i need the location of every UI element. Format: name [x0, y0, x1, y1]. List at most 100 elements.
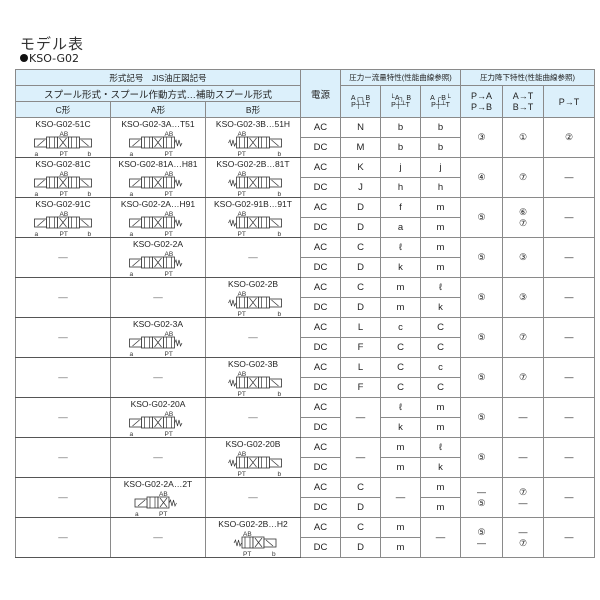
- b-type-cell: KSO-G02-20B AB PT b: [205, 437, 301, 478]
- pressure-drop-ab-t: —: [502, 437, 544, 478]
- svg-text:AB: AB: [238, 171, 247, 178]
- table-row: KSO-G02-51C AB PT a b KSO-G02-3A…T51 AB PT a KSO-…: [15, 117, 595, 158]
- svg-text:AB: AB: [238, 211, 247, 218]
- valve-symbol-icon: AB PT a: [134, 491, 177, 517]
- pressure-drop-ab-t: ⑦ —: [502, 477, 544, 518]
- svg-text:PT: PT: [243, 551, 251, 557]
- flow-char-1: —: [340, 397, 381, 438]
- flow-char-3-ac: c: [420, 357, 461, 378]
- flow-char-2-dc: m: [380, 297, 421, 318]
- svg-text:PT: PT: [60, 191, 68, 197]
- model-code: KSO-G02-51C: [35, 118, 91, 129]
- pressure-drop-ab-t: —: [502, 397, 544, 438]
- flow-char-3-dc: m: [420, 417, 461, 438]
- a-type-cell: KSO-G02-2A AB PT a: [110, 237, 206, 278]
- svg-text:a: a: [130, 231, 134, 237]
- pressure-drop-ab-t: ⑦: [502, 157, 544, 198]
- header-c-type: C形: [15, 101, 111, 118]
- value: —: [564, 372, 574, 382]
- c-type-cell: —: [15, 517, 111, 558]
- flow-char-1-ac: L: [340, 357, 381, 378]
- svg-text:PT: PT: [159, 511, 167, 517]
- flow-char-2-ac: b: [380, 117, 421, 138]
- pressure-drop-p-ab: — ⑤: [460, 477, 503, 518]
- a-type-cell: KSO-G02-20A AB PT a: [110, 397, 206, 438]
- svg-text:AB: AB: [238, 131, 247, 138]
- pressure-drop-ab-t: ③: [502, 237, 544, 278]
- flow-symbol-3: A ┌B└ P┼┴T: [420, 85, 461, 118]
- value: —: [564, 252, 574, 262]
- pressure-drop-p-ab: ⑤: [460, 317, 503, 358]
- power-ac: AC: [300, 437, 341, 458]
- flow-char-1: —: [340, 437, 381, 478]
- value: ⑤: [477, 332, 486, 342]
- value: —: [518, 412, 528, 422]
- value: —: [564, 532, 574, 542]
- flow-char-2-dc: m: [380, 537, 421, 558]
- b-type-cell: KSO-G02-2B AB PT b: [205, 277, 301, 318]
- svg-text:a: a: [130, 191, 134, 197]
- power-ac: AC: [300, 317, 341, 338]
- flow-char-2-ac: C: [380, 357, 421, 378]
- model-code: KSO-G02-3A: [132, 318, 184, 329]
- table-row: — KSO-G02-2A…2T AB PT a — AC C — m — ⑤ ⑦ — —: [15, 477, 595, 518]
- svg-text:PT: PT: [238, 471, 246, 477]
- b-type-cell: —: [205, 237, 301, 278]
- flow-char-2-ac: j: [380, 157, 421, 178]
- flow-char-1-ac: C: [340, 477, 381, 498]
- c-type-cell: —: [15, 237, 111, 278]
- flow-char-1-dc: F: [340, 337, 381, 358]
- flow-char-1-dc: D: [340, 257, 381, 278]
- svg-text:b: b: [278, 391, 282, 397]
- model-code: KSO-G02-2A: [132, 238, 184, 249]
- model-series: KSO-G02: [20, 52, 79, 65]
- flow-char-1-ac: C: [340, 517, 381, 538]
- value: ②: [564, 132, 574, 142]
- value: —: [518, 526, 528, 537]
- power-dc: DC: [300, 417, 341, 438]
- value: ①: [518, 132, 528, 142]
- model-code: KSO-G02-91C: [35, 198, 91, 209]
- flow-char-3-ac: m: [420, 477, 461, 498]
- header-flow-char: 圧力ー流量特性(性能曲線参照): [340, 69, 461, 86]
- c-type-cell: —: [15, 317, 111, 358]
- value: —: [477, 537, 486, 548]
- b-type-cell: —: [205, 317, 301, 358]
- power-dc: DC: [300, 537, 341, 558]
- flow-char-2-dc: C: [380, 377, 421, 398]
- power-dc: DC: [300, 497, 341, 518]
- svg-text:PT: PT: [165, 231, 173, 237]
- svg-text:a: a: [35, 191, 39, 197]
- flow-char-3-dc: C: [420, 377, 461, 398]
- value: ⑦: [518, 372, 528, 382]
- value: —: [518, 497, 528, 508]
- pressure-drop-ab-t: — ⑦: [502, 517, 544, 558]
- value: —: [477, 486, 486, 497]
- flow-char-3-dc: m: [420, 497, 461, 518]
- flow-char-2-ac: f: [380, 197, 421, 218]
- power-dc: DC: [300, 337, 341, 358]
- flow-char-1-dc: M: [340, 137, 381, 158]
- pressure-drop-p-t: —: [543, 277, 595, 318]
- power-dc: DC: [300, 457, 341, 478]
- flow-char-2-ac: m: [380, 517, 421, 538]
- value: ⑤: [477, 526, 486, 537]
- a-type-cell: KSO-G02-81A…H81 AB PT a: [110, 157, 206, 198]
- c-type-cell: KSO-G02-51C AB PT a b: [15, 117, 111, 158]
- flow-char-3-ac: b: [420, 117, 461, 138]
- flow-char-1-ac: L: [340, 317, 381, 338]
- c-type-cell: —: [15, 477, 111, 518]
- table-row: — KSO-G02-20A AB PT a — AC — ℓ m ⑤ — —: [15, 397, 595, 438]
- model-code: KSO-G02-3B…51H: [215, 118, 291, 129]
- svg-text:a: a: [130, 151, 134, 157]
- svg-text:b: b: [272, 551, 276, 557]
- flow-char-1-dc: D: [340, 297, 381, 318]
- valve-symbol-icon: AB PT a b: [34, 131, 92, 157]
- svg-text:a: a: [130, 351, 134, 357]
- header-power: 電源: [300, 69, 341, 118]
- flow-char-3-ac: m: [420, 237, 461, 258]
